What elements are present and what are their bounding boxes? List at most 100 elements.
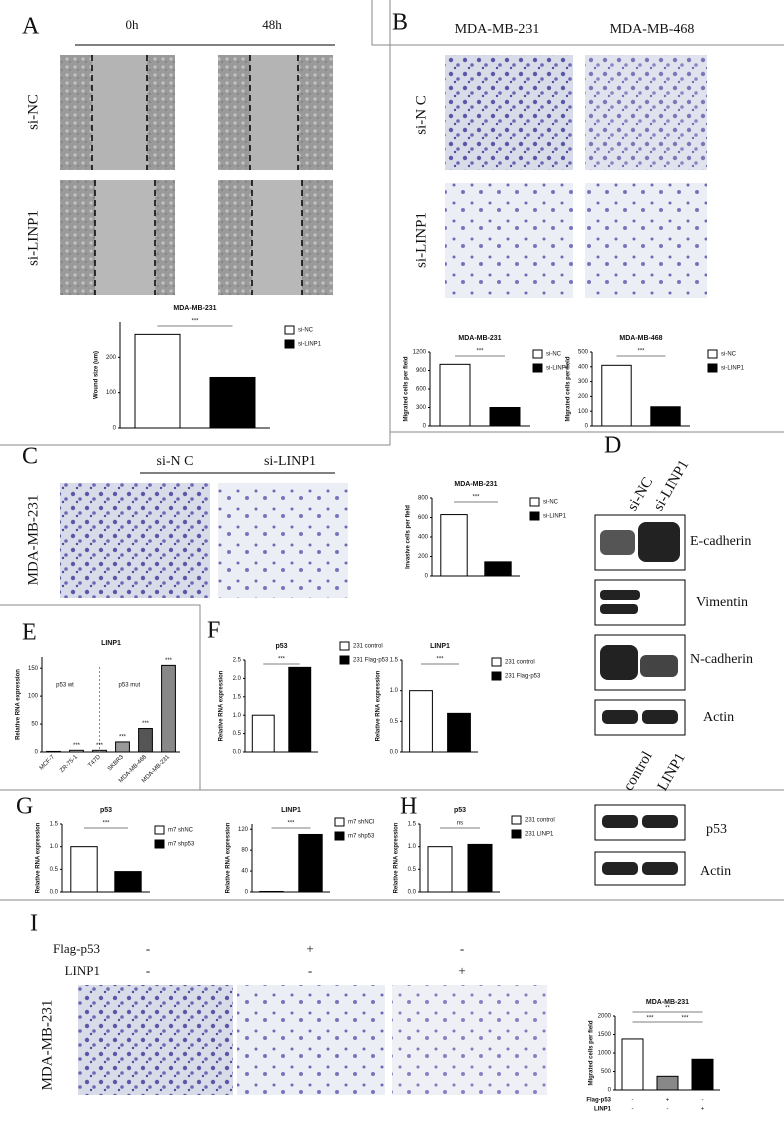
row-label: si-LINP1: [25, 210, 41, 266]
y-tick-label: 0.5: [408, 867, 417, 873]
significance-label: ***: [681, 1016, 689, 1022]
protein-label: p53: [706, 822, 727, 837]
y-axis-label: Wound size (um): [94, 351, 100, 399]
y-tick-label: 800: [418, 496, 429, 502]
chart-title: MDA-MB-231: [458, 335, 501, 342]
bar: [601, 364, 632, 427]
bar: [134, 333, 181, 429]
condition-sign: +: [458, 963, 465, 978]
y-tick-label: 0: [423, 424, 427, 430]
y-tick-label: 150: [28, 666, 39, 672]
chart-title: LINP1: [430, 643, 450, 650]
bar: [427, 846, 453, 893]
y-axis-label: Relative RNA expression: [219, 670, 225, 741]
legend-swatch: [491, 671, 502, 681]
chart-title: MDA-MB-468: [619, 335, 662, 342]
legend-label: si-LINP1: [546, 366, 570, 372]
x-row-label: -: [632, 1107, 634, 1113]
y-tick-label: 400: [418, 535, 429, 541]
y-tick-label: 1.0: [50, 844, 59, 850]
bar: [209, 376, 256, 429]
legend-label: 231 control: [505, 660, 535, 666]
bar: [259, 890, 284, 893]
x-row-label: +: [666, 1098, 670, 1104]
y-tick-label: 2000: [598, 1014, 612, 1020]
legend-label: si-LINP1: [298, 342, 322, 348]
x-tick-label: ZR-75-1: [59, 754, 79, 774]
row-label: MDA-MB-231: [25, 495, 41, 586]
x-row-name: Flag-p53: [586, 1098, 611, 1104]
y-tick-label: 80: [241, 848, 248, 854]
panel-letter: D: [604, 433, 621, 459]
bar: [440, 514, 468, 577]
legend-label: 231 control: [353, 644, 383, 650]
row-label: si-LINP1: [413, 212, 429, 268]
protein-label: Vimentin: [696, 595, 748, 610]
chart-title: p53: [100, 807, 112, 814]
y-axis-label: Migrated cells per field: [404, 356, 410, 421]
y-tick-label: 1.0: [233, 713, 242, 719]
y-axis-label: Migrated cells per field: [566, 356, 572, 421]
legend-label: m7 shNC: [168, 828, 194, 834]
y-axis-label: Relative RNA expression: [376, 670, 382, 741]
y-tick-label: 1.5: [408, 822, 417, 828]
legend-swatch: [532, 363, 543, 373]
bar: [70, 846, 98, 893]
condition-label: LINP1: [65, 963, 100, 978]
y-axis-label: Relative RNA expression: [394, 822, 400, 893]
y-tick-label: 0.5: [233, 731, 242, 737]
legend-swatch: [511, 815, 522, 825]
panel-letter: E: [22, 620, 37, 646]
significance-label: ***: [191, 319, 199, 325]
significance-label: ***: [165, 658, 173, 664]
group-label: p53 mut: [119, 683, 141, 689]
y-tick-label: 200: [578, 394, 589, 400]
legend-swatch: [339, 641, 350, 651]
y-tick-label: 120: [238, 827, 249, 833]
bar: [439, 363, 471, 427]
y-tick-label: 40: [241, 869, 248, 875]
legend-swatch: [529, 511, 540, 521]
legend-swatch: [511, 829, 522, 839]
migration-image: [78, 985, 233, 1095]
bar: [489, 407, 521, 427]
y-tick-label: 0.0: [390, 750, 399, 756]
transwell-images: [445, 55, 707, 298]
significance-label: ***: [436, 657, 444, 663]
panel-letter: F: [207, 618, 220, 644]
y-tick-label: 600: [418, 515, 429, 521]
y-tick-label: 400: [578, 364, 589, 370]
group-label: p53 wt: [56, 683, 74, 689]
row-label: MDA-MB-231: [39, 1000, 55, 1091]
bar: [288, 666, 312, 753]
column-header: MDA-MB-231: [455, 22, 540, 37]
x-tick-label: T47D: [87, 754, 102, 769]
legend-swatch: [339, 655, 350, 665]
y-tick-label: 1200: [413, 350, 427, 356]
bar: [484, 561, 512, 577]
bar: [467, 843, 493, 893]
chart-title: LINP1: [281, 807, 301, 814]
y-tick-label: 600: [416, 387, 427, 393]
significance-label: ***: [646, 1016, 654, 1022]
y-tick-label: 0: [35, 750, 39, 756]
bar: [621, 1038, 644, 1091]
protein-label: Actin: [700, 864, 731, 879]
x-row-name: LINP1: [594, 1107, 612, 1113]
y-tick-label: 200: [418, 554, 429, 560]
y-tick-label: 200: [106, 355, 117, 361]
y-tick-label: 0.0: [408, 890, 417, 896]
blots: [594, 514, 686, 886]
significance-label: ***: [119, 735, 127, 741]
bar: [298, 833, 323, 893]
bar: [46, 750, 61, 753]
y-axis-label: Migrated cells per field: [589, 1020, 595, 1085]
y-tick-label: 100: [578, 409, 589, 415]
y-tick-label: 500: [601, 1069, 612, 1075]
y-tick-label: 1.5: [233, 694, 242, 700]
panel-letter: H: [400, 794, 417, 820]
x-tick-label: MCF-7: [39, 754, 57, 772]
lane-label: si-LINP1: [651, 457, 693, 513]
bar: [138, 728, 153, 753]
bar: [161, 664, 176, 753]
